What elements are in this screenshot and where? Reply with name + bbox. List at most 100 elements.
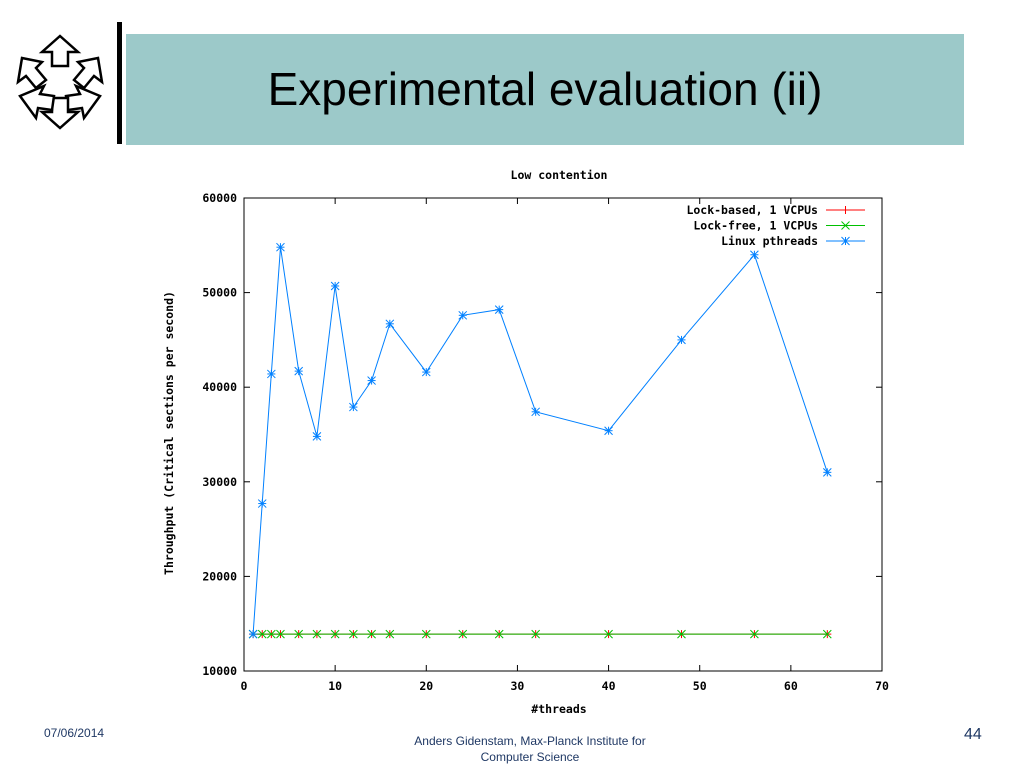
x-tick-label: 0 bbox=[241, 679, 248, 693]
title-divider bbox=[117, 22, 122, 144]
marker-stroke bbox=[494, 305, 504, 314]
data-point-series-2 bbox=[312, 629, 322, 639]
x-tick-label: 50 bbox=[693, 679, 707, 693]
marker-stroke bbox=[841, 236, 850, 246]
throughput-chart: Low contention Throughput (Critical sect… bbox=[162, 168, 889, 716]
data-point-series-3 bbox=[604, 426, 613, 436]
y-tick-label: 10000 bbox=[202, 664, 237, 678]
footer-institution-line: Computer Science bbox=[480, 750, 580, 764]
data-point-series-3 bbox=[822, 467, 832, 477]
data-point-series-2 bbox=[604, 629, 613, 639]
data-point-series-2 bbox=[421, 629, 431, 639]
data-point-series-3 bbox=[276, 242, 285, 252]
marker-stroke bbox=[604, 426, 613, 436]
data-point-series-2 bbox=[822, 629, 832, 639]
legend: Lock-based, 1 VCPUs Lock-free, 1 VCPUsLin… bbox=[686, 203, 865, 248]
marker-stroke bbox=[266, 369, 276, 379]
x-tick-label: 10 bbox=[328, 679, 342, 693]
marker-stroke bbox=[458, 310, 468, 320]
data-point-series-3 bbox=[494, 305, 504, 314]
data-point-series-2 bbox=[494, 629, 504, 639]
data-point-series-2 bbox=[266, 629, 276, 639]
series-lines bbox=[248, 242, 832, 639]
marker-stroke bbox=[841, 221, 850, 230]
series-line-3 bbox=[252, 247, 828, 635]
data-point-series-3 bbox=[367, 376, 376, 385]
plot-frame bbox=[243, 197, 883, 672]
data-point-series-3 bbox=[294, 366, 304, 376]
marker-stroke bbox=[276, 629, 285, 639]
x-tick-label: 20 bbox=[419, 679, 433, 693]
x-axis-label: #threads bbox=[531, 702, 586, 716]
x-tick-label: 30 bbox=[510, 679, 524, 693]
marker-stroke bbox=[677, 335, 686, 345]
marker-stroke bbox=[458, 629, 468, 639]
data-point-series-2 bbox=[257, 629, 267, 639]
data-point-series-3 bbox=[330, 281, 340, 291]
marker-stroke bbox=[531, 407, 541, 417]
data-point-series-3 bbox=[385, 319, 395, 329]
marker-stroke bbox=[349, 629, 358, 639]
marker-stroke bbox=[822, 629, 832, 639]
marker-stroke bbox=[312, 432, 322, 441]
data-point-series-2 bbox=[330, 629, 340, 639]
legend-label-3: Linux pthreads bbox=[721, 234, 818, 248]
data-point-series-2 bbox=[294, 629, 304, 639]
slide-title: Experimental evaluation (ii) bbox=[267, 63, 823, 115]
data-point-series-3 bbox=[266, 369, 276, 379]
data-point-series-2 bbox=[677, 629, 686, 639]
data-point-series-3 bbox=[421, 367, 431, 377]
data-point-series-3 bbox=[677, 335, 686, 345]
data-point-series-2 bbox=[750, 629, 759, 639]
data-point-series-3 bbox=[458, 310, 468, 320]
legend-label-2: Lock-free, 1 VCPUs bbox=[693, 219, 818, 233]
legend-marker-2 bbox=[841, 221, 850, 230]
marker-stroke bbox=[421, 367, 431, 377]
marker-stroke bbox=[257, 499, 267, 508]
chart-title: Low contention bbox=[511, 168, 608, 182]
data-point-series-2 bbox=[531, 629, 541, 639]
marker-stroke bbox=[421, 629, 431, 639]
marker-stroke bbox=[248, 629, 258, 639]
y-tick-label: 30000 bbox=[202, 475, 237, 489]
marker-stroke bbox=[385, 629, 395, 639]
data-point-series-2 bbox=[349, 629, 358, 639]
y-tick-label: 60000 bbox=[202, 191, 237, 205]
marker-stroke bbox=[294, 366, 304, 376]
marker-stroke bbox=[494, 629, 504, 639]
page-number: 44 bbox=[964, 726, 982, 743]
marker-stroke bbox=[367, 629, 376, 639]
legend-marker-3 bbox=[841, 236, 850, 246]
footer-author-line: Anders Gidenstam, Max-Planck Institute f… bbox=[414, 734, 646, 748]
data-point-series-2 bbox=[276, 629, 285, 639]
marker-stroke bbox=[276, 242, 285, 252]
marker-stroke bbox=[531, 629, 541, 639]
marker-stroke bbox=[294, 629, 304, 639]
data-point-series-3 bbox=[248, 629, 258, 639]
marker-stroke bbox=[257, 629, 267, 639]
x-tick-label: 40 bbox=[602, 679, 616, 693]
marker-stroke bbox=[677, 629, 686, 639]
legend-marker-1 bbox=[841, 206, 850, 214]
data-point-series-2 bbox=[385, 629, 395, 639]
marker-stroke bbox=[604, 629, 613, 639]
marker-stroke bbox=[750, 629, 759, 639]
slide-date: 07/06/2014 bbox=[44, 726, 105, 740]
data-point-series-3 bbox=[750, 250, 759, 260]
data-point-series-3 bbox=[349, 402, 358, 412]
marker-stroke bbox=[266, 629, 276, 639]
data-point-series-3 bbox=[531, 407, 541, 417]
legend-label-1: Lock-based, 1 VCPUs bbox=[686, 203, 818, 217]
marker-stroke bbox=[349, 402, 358, 412]
marker-stroke bbox=[822, 467, 832, 477]
y-axis-label: Throughput (Critical sections per second… bbox=[162, 291, 176, 575]
axis-ticks: 0 10 20 30 40 50 60 70 10000 20000 30000 40000 50000… bbox=[202, 191, 889, 693]
marker-stroke bbox=[750, 250, 759, 260]
y-tick-label: 20000 bbox=[202, 569, 237, 583]
data-point-series-3 bbox=[312, 432, 322, 441]
title-band: Experimental evaluation (ii) bbox=[126, 34, 964, 145]
data-point-series-2 bbox=[367, 629, 376, 639]
marker-stroke bbox=[385, 319, 395, 329]
data-point-series-2 bbox=[458, 629, 468, 639]
x-tick-label: 70 bbox=[875, 679, 889, 693]
